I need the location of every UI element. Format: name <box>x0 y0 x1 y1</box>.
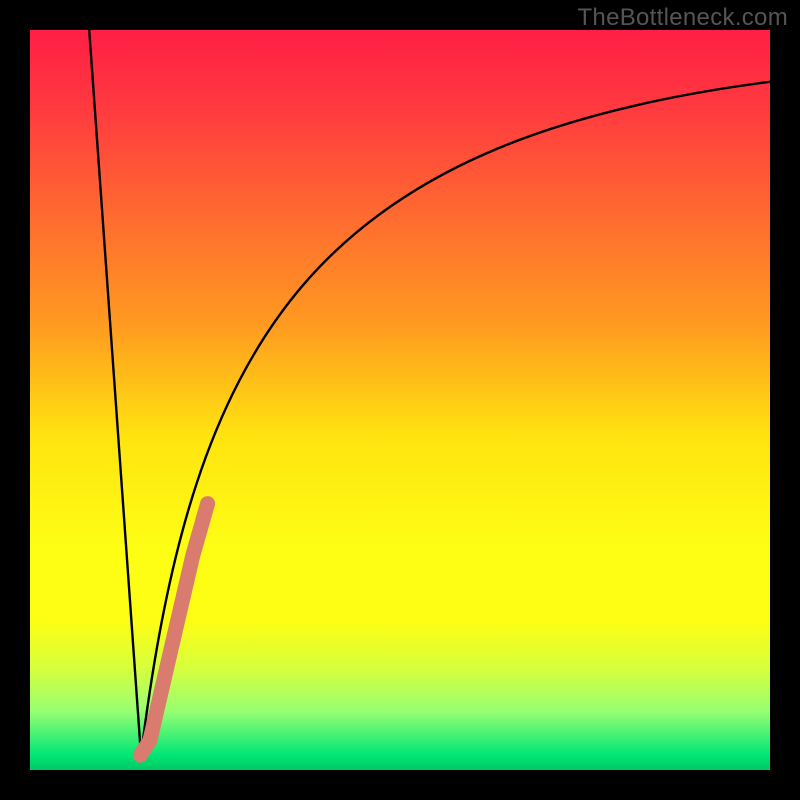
plot-area-gradient <box>30 30 770 770</box>
bottleneck-chart: TheBottleneck.com <box>0 0 800 800</box>
chart-canvas <box>0 0 800 800</box>
watermark-text: TheBottleneck.com <box>577 4 788 32</box>
